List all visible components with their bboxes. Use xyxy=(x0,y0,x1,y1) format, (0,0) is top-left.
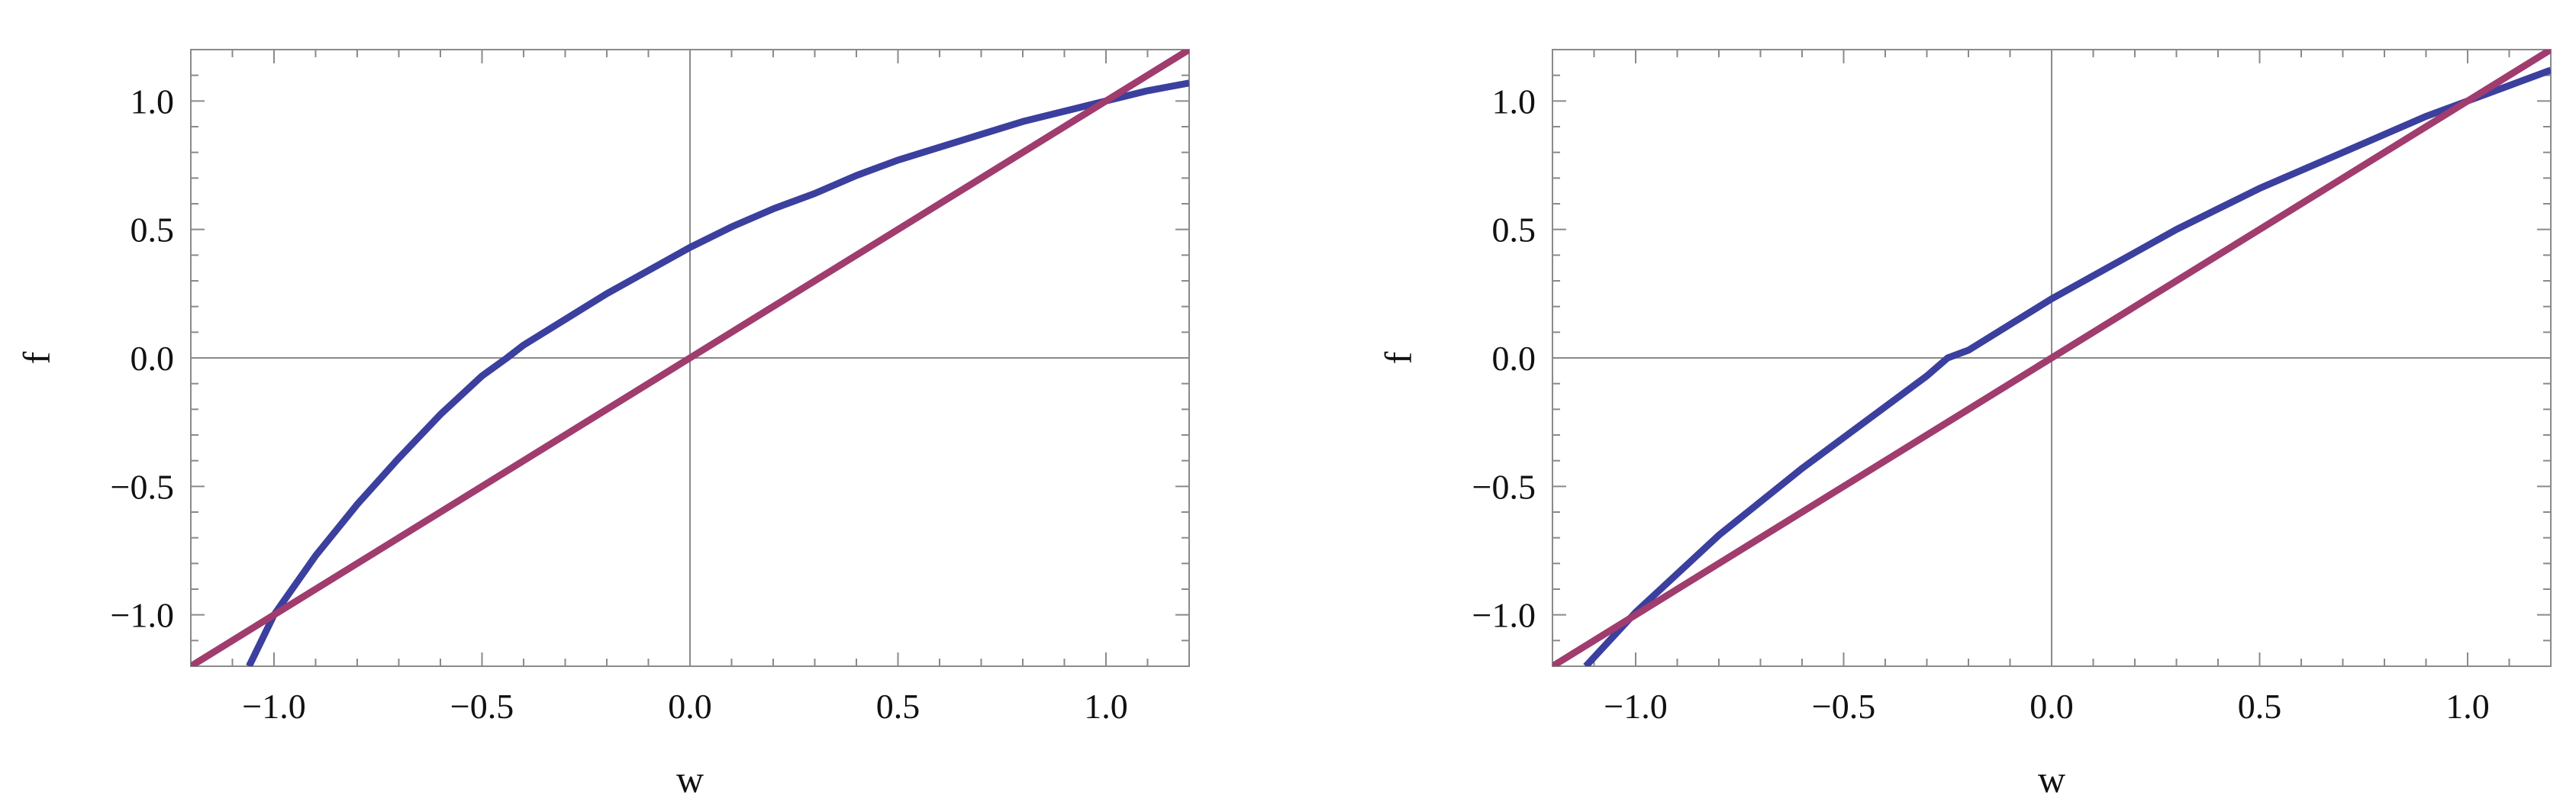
series-line-2 xyxy=(191,50,1189,666)
x-tick-label: 0.5 xyxy=(876,687,920,726)
y-tick-label: −0.5 xyxy=(1472,467,1536,506)
y-axis-label: f xyxy=(15,351,58,364)
y-tick-label: 1.0 xyxy=(131,82,175,121)
y-tick-label: −0.5 xyxy=(111,467,174,506)
y-tick-label: 1.0 xyxy=(1492,82,1536,121)
x-tick-label: 1.0 xyxy=(1084,687,1128,726)
series-line-1 xyxy=(1583,66,2551,666)
x-tick-label: 0.0 xyxy=(668,687,712,726)
x-tick-label: 1.0 xyxy=(2445,687,2490,726)
series-line-2 xyxy=(1552,50,2551,666)
chart-panel-1: −1.0 −0.5 0.0 0.5 1.0 −1.0 −0.5 0.0 0.5 1.0 w f xyxy=(15,49,1190,801)
y-tick-label: 0.0 xyxy=(1492,339,1536,378)
x-tick-label: 0.5 xyxy=(2238,687,2282,726)
y-tick-label: −1.0 xyxy=(1472,596,1536,635)
y-tick-label: −1.0 xyxy=(111,596,174,635)
x-tick-label: −1.0 xyxy=(242,687,305,726)
y-axis-label: f xyxy=(1377,351,1420,364)
x-tick-label: −0.5 xyxy=(450,687,514,726)
y-tick-label: 0.5 xyxy=(131,211,175,250)
x-tick-label: −1.0 xyxy=(1604,687,1667,726)
x-tick-label: −0.5 xyxy=(1812,687,1875,726)
x-tick-label: 0.0 xyxy=(2030,687,2074,726)
y-tick-label: 0.0 xyxy=(131,339,175,378)
x-axis-label: w xyxy=(676,758,704,801)
y-tick-label: 0.5 xyxy=(1492,211,1536,250)
series-line-1 xyxy=(246,79,1189,666)
x-axis-label: w xyxy=(2038,758,2065,801)
chart-panel-2: −1.0 −0.5 0.0 0.5 1.0 −1.0 −0.5 0.0 0.5 1.0 w f xyxy=(1377,49,2552,801)
